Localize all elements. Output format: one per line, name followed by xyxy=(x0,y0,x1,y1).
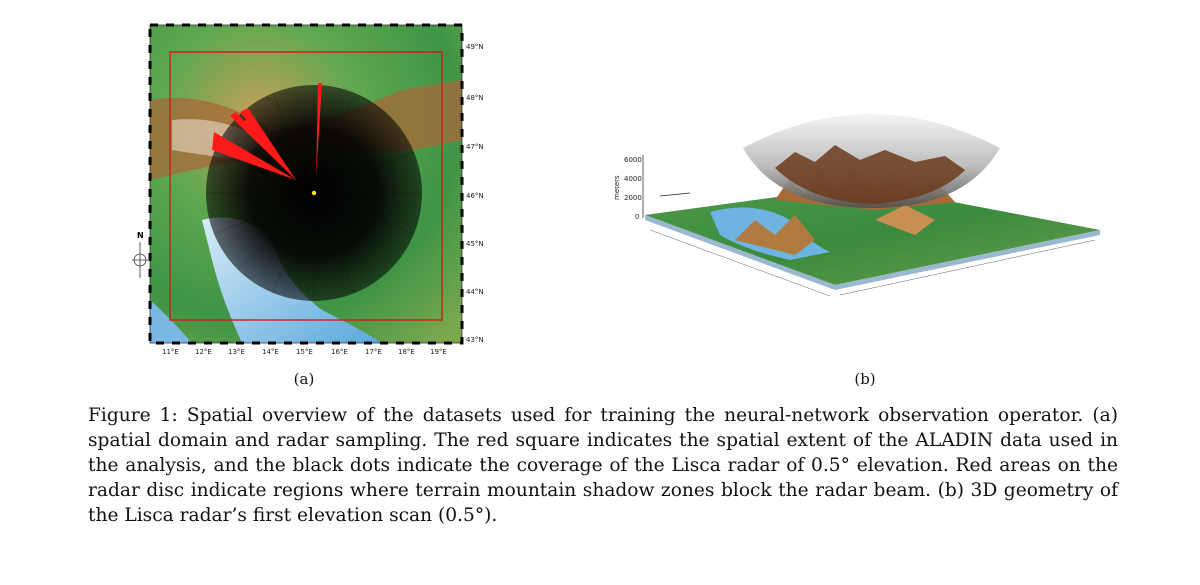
subfigure-a-label: (a) xyxy=(293,370,315,388)
lon-tick: 16°E xyxy=(331,348,348,356)
lon-tick: 19°E xyxy=(430,348,447,356)
lon-tick: 15°E xyxy=(296,348,313,356)
shadow-zones xyxy=(212,83,322,180)
lat-tick: 48°N xyxy=(466,94,484,102)
figure-a-map: 49°N 48°N 47°N 46°N 45°N 44°N 43°N 11°E … xyxy=(128,20,492,360)
z-tick: 2000 xyxy=(624,194,642,202)
lon-tick: 11°E xyxy=(162,348,179,356)
lat-tick: 43°N xyxy=(466,336,484,344)
radar-site-marker xyxy=(311,190,317,196)
z-axis: 6000 4000 2000 0 meters xyxy=(613,155,644,221)
aladin-domain-box xyxy=(169,51,443,321)
lon-tick: 13°E xyxy=(228,348,245,356)
z-tick: 6000 xyxy=(624,156,642,164)
lat-tick: 44°N xyxy=(466,288,484,296)
z-tick: 0 xyxy=(635,213,639,221)
lon-tick: 14°E xyxy=(262,348,279,356)
lat-tick: 49°N xyxy=(466,43,484,51)
figure-b-3d: 6000 4000 2000 0 meters xyxy=(613,90,1115,300)
north-label: N xyxy=(137,231,144,240)
lon-tick: 18°E xyxy=(398,348,415,356)
subfigure-b-label: (b) xyxy=(854,370,876,388)
lat-tick: 46°N xyxy=(466,192,484,200)
lon-tick: 17°E xyxy=(365,348,382,356)
lat-tick: 45°N xyxy=(466,240,484,248)
map-panel: 49°N 48°N 47°N 46°N 45°N 44°N 43°N 11°E … xyxy=(128,23,484,356)
north-arrow-icon xyxy=(659,192,691,197)
figure-caption: Figure 1: Spatial overview of the datase… xyxy=(88,405,1118,526)
lat-tick: 47°N xyxy=(466,143,484,151)
z-tick: 4000 xyxy=(624,175,642,183)
3d-panel: 6000 4000 2000 0 meters xyxy=(613,114,1100,297)
z-axis-label: meters xyxy=(615,175,621,200)
compass-icon: N xyxy=(128,231,148,278)
lon-tick: 12°E xyxy=(195,348,212,356)
